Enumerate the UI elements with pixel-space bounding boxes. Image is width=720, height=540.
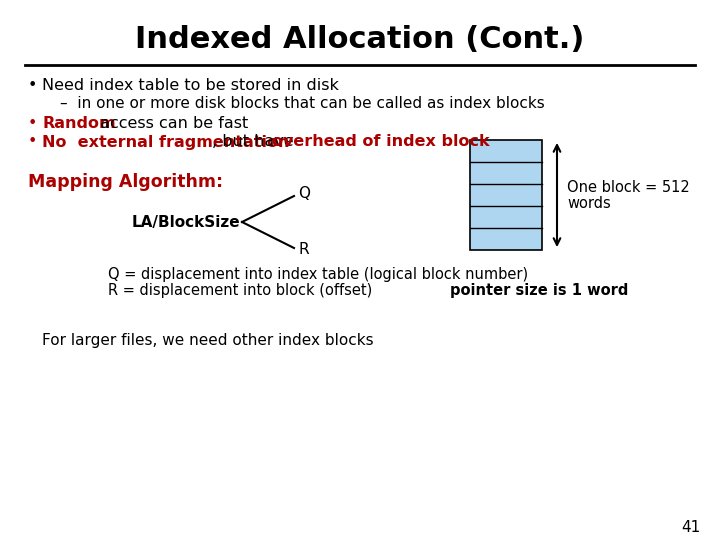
Text: •: • <box>28 116 37 131</box>
Text: Q = displacement into index table (logical block number): Q = displacement into index table (logic… <box>108 267 528 282</box>
Text: •: • <box>28 134 37 150</box>
Text: Random: Random <box>42 116 116 131</box>
Text: access can be fast: access can be fast <box>95 116 248 131</box>
Text: Indexed Allocation (Cont.): Indexed Allocation (Cont.) <box>135 25 585 55</box>
Bar <box>470 140 542 250</box>
Text: –  in one or more disk blocks that can be called as index blocks: – in one or more disk blocks that can be… <box>60 97 545 111</box>
Text: Mapping Algorithm:: Mapping Algorithm: <box>28 173 223 191</box>
Text: No  external fragmentation: No external fragmentation <box>42 134 289 150</box>
Text: pointer size is 1 word: pointer size is 1 word <box>450 284 629 299</box>
Text: R: R <box>298 242 309 258</box>
Text: One block = 512: One block = 512 <box>567 179 690 194</box>
Text: words: words <box>567 195 611 211</box>
Text: Q: Q <box>298 186 310 201</box>
Text: , but have: , but have <box>212 134 299 150</box>
Text: R = displacement into block (offset): R = displacement into block (offset) <box>108 284 372 299</box>
Text: For larger files, we need other index blocks: For larger files, we need other index bl… <box>42 333 374 348</box>
Text: 41: 41 <box>680 521 700 536</box>
Text: overhead of index block: overhead of index block <box>272 134 490 150</box>
Text: •: • <box>28 78 37 92</box>
Text: LA/BlockSize: LA/BlockSize <box>131 214 240 230</box>
Text: Need index table to be stored in disk: Need index table to be stored in disk <box>42 78 339 92</box>
